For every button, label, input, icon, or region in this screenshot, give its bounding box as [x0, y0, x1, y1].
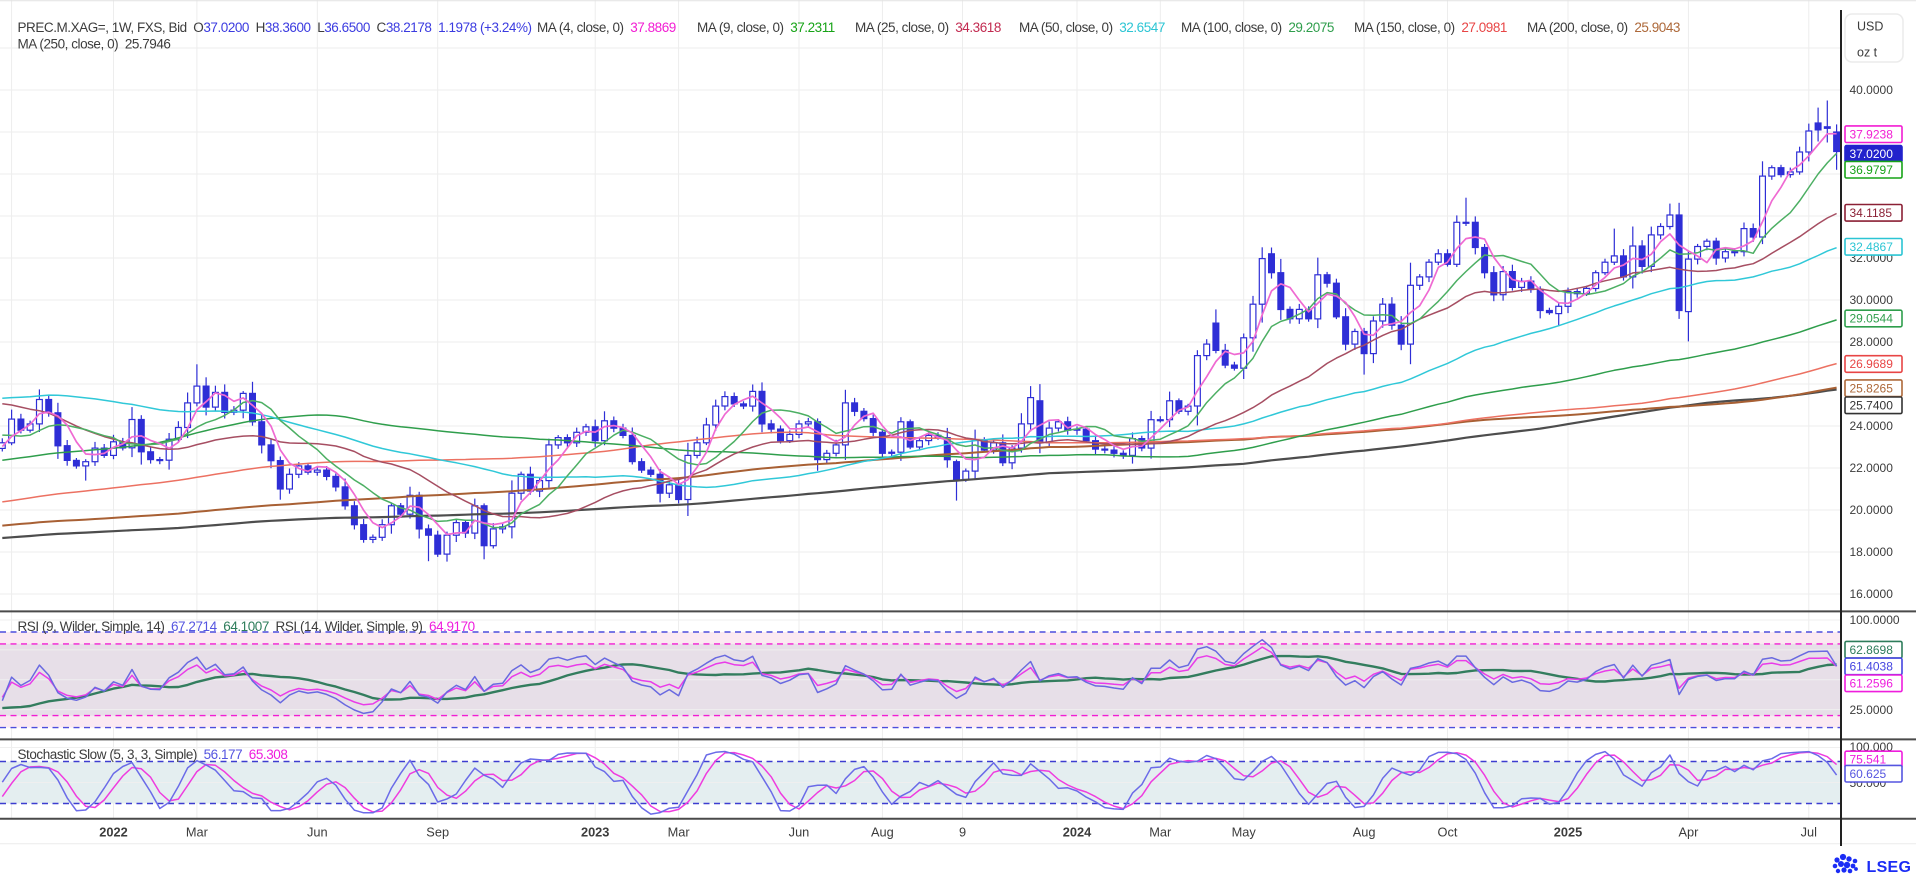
svg-text:16.0000: 16.0000: [1850, 587, 1894, 601]
svg-text:PREC.M.XAG=, 1W, FXS, Bid O37: PREC.M.XAG=, 1W, FXS, Bid O37.0200 H38.3…: [18, 20, 532, 35]
svg-text:MA (200, close, 0) 25.9043: MA (200, close, 0) 25.9043: [1527, 20, 1680, 35]
svg-text:37.9238: 37.9238: [1850, 127, 1894, 141]
svg-text:RSI (9, Wilder, Simple, 14) 6: RSI (9, Wilder, Simple, 14) 67.2714 64.1…: [18, 619, 475, 634]
svg-text:Apr: Apr: [1678, 825, 1699, 840]
svg-text:29.0544: 29.0544: [1850, 312, 1894, 326]
svg-text:9: 9: [959, 825, 966, 840]
svg-text:2024: 2024: [1063, 825, 1092, 840]
svg-text:25.8265: 25.8265: [1850, 381, 1894, 395]
svg-text:Mar: Mar: [186, 825, 209, 840]
svg-text:MA (150, close, 0) 27.0981: MA (150, close, 0) 27.0981: [1354, 20, 1507, 35]
svg-text:26.9689: 26.9689: [1850, 357, 1894, 371]
svg-text:USD: USD: [1857, 20, 1883, 34]
svg-text:oz t: oz t: [1857, 46, 1878, 60]
svg-text:37.0200: 37.0200: [1850, 147, 1894, 161]
svg-text:MA (25, close, 0) 34.3618: MA (25, close, 0) 34.3618: [855, 20, 1001, 35]
svg-text:36.9797: 36.9797: [1850, 163, 1894, 177]
svg-text:Jul: Jul: [1801, 825, 1817, 840]
svg-text:Mar: Mar: [668, 825, 691, 840]
svg-text:MA (4, close, 0) 37.8869: MA (4, close, 0) 37.8869: [537, 20, 676, 35]
svg-text:Jun: Jun: [307, 825, 328, 840]
svg-text:60.625: 60.625: [1850, 767, 1887, 781]
svg-text:MA (50, close, 0) 32.6547: MA (50, close, 0) 32.6547: [1019, 20, 1165, 35]
svg-text:Sep: Sep: [426, 825, 449, 840]
svg-text:61.2596: 61.2596: [1850, 677, 1894, 691]
svg-text:20.0000: 20.0000: [1850, 503, 1894, 517]
svg-text:Aug: Aug: [1353, 825, 1376, 840]
svg-text:25.0000: 25.0000: [1850, 703, 1894, 717]
svg-text:61.4038: 61.4038: [1850, 660, 1894, 674]
svg-text:24.0000: 24.0000: [1850, 419, 1894, 433]
svg-text:25.7400: 25.7400: [1850, 399, 1894, 413]
svg-text:LSEG: LSEG: [1867, 859, 1912, 876]
svg-text:Mar: Mar: [1149, 825, 1172, 840]
svg-text:30.0000: 30.0000: [1850, 293, 1894, 307]
svg-text:100.0000: 100.0000: [1850, 613, 1900, 627]
svg-text:MA (9, close, 0) 37.2311: MA (9, close, 0) 37.2311: [697, 20, 835, 35]
svg-text:62.8698: 62.8698: [1850, 643, 1894, 657]
svg-text:2025: 2025: [1554, 825, 1582, 840]
svg-text:MA (100, close, 0) 29.2075: MA (100, close, 0) 29.2075: [1181, 20, 1334, 35]
svg-text:22.0000: 22.0000: [1850, 461, 1894, 475]
svg-text:May: May: [1232, 825, 1257, 840]
svg-text:MA (250, close, 0) 25.7946: MA (250, close, 0) 25.7946: [18, 37, 171, 52]
svg-text:32.4867: 32.4867: [1850, 240, 1894, 254]
svg-text:2023: 2023: [581, 825, 609, 840]
svg-text:75.541: 75.541: [1850, 753, 1887, 767]
svg-text:34.1185: 34.1185: [1850, 206, 1893, 220]
svg-text:Oct: Oct: [1438, 825, 1458, 840]
svg-text:Stochastic Slow (5, 3, 3, Simp: Stochastic Slow (5, 3, 3, Simple) 56.177…: [18, 747, 288, 762]
svg-text:Jun: Jun: [789, 825, 810, 840]
svg-text:18.0000: 18.0000: [1850, 545, 1894, 559]
svg-text:Aug: Aug: [871, 825, 894, 840]
svg-text:40.0000: 40.0000: [1850, 83, 1894, 97]
svg-text:28.0000: 28.0000: [1850, 335, 1894, 349]
svg-text:2022: 2022: [99, 825, 127, 840]
